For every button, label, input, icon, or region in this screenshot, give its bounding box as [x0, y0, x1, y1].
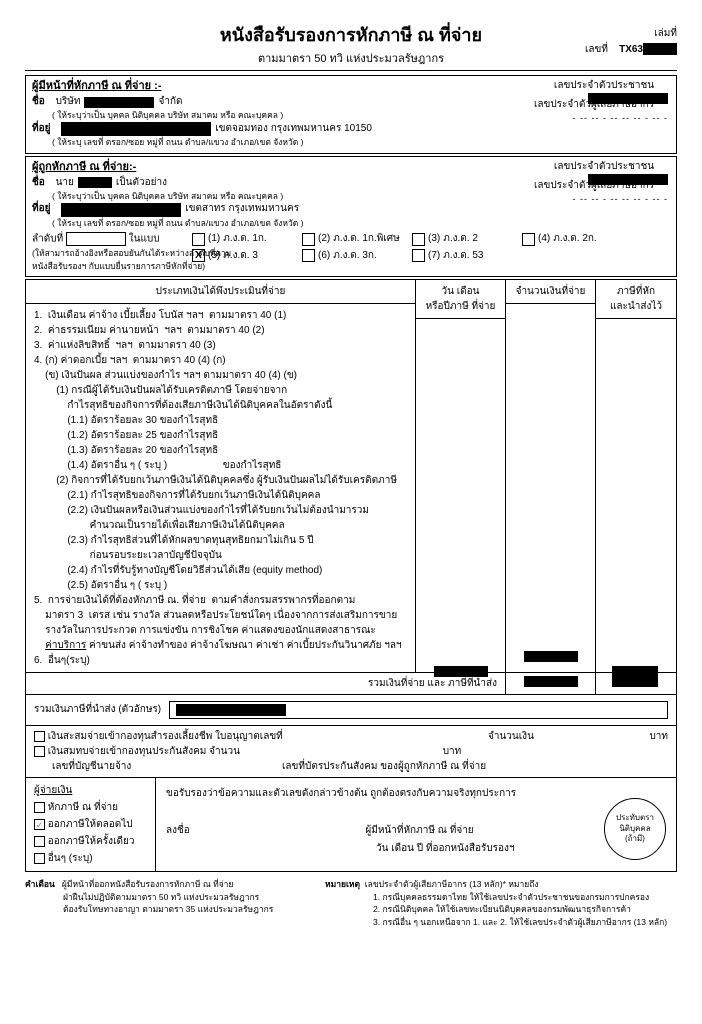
- form-opt-3[interactable]: (3) ภ.ง.ด. 2: [412, 232, 512, 247]
- form-opt-2[interactable]: (2) ภ.ง.ด. 1ก.พิเศษ: [302, 232, 402, 247]
- certification-section: ผู้จ่ายเงิน หักภาษี ณ ที่จ่าย ✓ ออกภาษีใ…: [25, 778, 677, 872]
- col-tax: ภาษีที่หัก และนำส่งไว้: [596, 280, 676, 319]
- income-lines: 1. เงินเดือน ค่าจ้าง เบี้ยเลี้ยง โบนัส ฯ…: [26, 304, 415, 672]
- form-opt-7[interactable]: (7) ภ.ง.ด. 53: [412, 249, 512, 264]
- page-title: หนังสือรับรองการหักภาษี ณ ที่จ่าย: [25, 20, 677, 49]
- withholding-tax-certificate: เล่มที่ เลขที่ TX63 หนังสือรับรองการหักภ…: [0, 0, 702, 949]
- form-opt-4[interactable]: (4) ภ.ง.ด. 2ก.: [522, 232, 622, 247]
- fund-section: เงินสะสมจ่ายเข้ากองทุนสำรองเลี้ยงชีพ ใบอ…: [25, 726, 677, 778]
- payer-options: ผู้จ่ายเงิน หักภาษี ณ ที่จ่าย ✓ ออกภาษีใ…: [26, 778, 156, 871]
- book-no: เล่มที่: [654, 26, 677, 41]
- words-row: รวมเงินภาษีที่นำส่ง (ตัวอักษร): [25, 695, 677, 726]
- form-opt-6[interactable]: (6) ภ.ง.ด. 3ก.: [302, 249, 402, 264]
- form-opt-5[interactable]: X(5) ภ.ง.ด. 3: [192, 249, 292, 264]
- payer-section: เลขประจำตัวประชาชน เลขประจำตัวผู้เสียภาษ…: [25, 75, 677, 154]
- form-opt-1[interactable]: (1) ภ.ง.ด. 1ก.: [192, 232, 292, 247]
- payer-citizen-id: เลขประจำตัวประชาชน: [554, 79, 668, 94]
- col-amount: จำนวนเงินที่จ่าย: [506, 280, 595, 304]
- footer-notes: คำเตือน ผู้มีหน้าที่ออกหนังสือรับรองการห…: [25, 878, 677, 929]
- payee-citizen-id: เลขประจำตัวประชาชน: [554, 160, 668, 175]
- payee-tax-id: เลขประจำตัวผู้เสียภาษีอากร - -- -- - -- …: [534, 179, 668, 194]
- order-number-box[interactable]: [66, 232, 126, 246]
- payer-tax-id: เลขประจำตัวผู้เสียภาษีอากร - -- -- - -- …: [534, 98, 668, 113]
- signature-area: ขอรับรองว่าข้อความและตัวเลขดังกล่าวข้างต…: [156, 778, 676, 871]
- header: เล่มที่ เลขที่ TX63 หนังสือรับรองการหักภ…: [25, 20, 677, 71]
- page-subtitle: ตามมาตรา 50 ทวิ แห่งประมวลรัษฎากร: [25, 49, 677, 71]
- stamp-circle: ประทับตรา นิติบุคคล (ถ้ามี): [604, 798, 666, 860]
- income-table: ประเภทเงินได้พึงประเมินที่จ่าย 1. เงินเด…: [25, 279, 677, 673]
- payee-section: เลขประจำตัวประชาชน เลขประจำตัวผู้เสียภาษ…: [25, 156, 677, 277]
- doc-no: เลขที่ TX63: [585, 42, 677, 57]
- col-date: วัน เดือน หรือปีภาษี ที่จ่าย: [416, 280, 505, 319]
- col-income-type: ประเภทเงินได้พึงประเมินที่จ่าย: [26, 280, 415, 304]
- total-row: รวมเงินที่จ่าย และ ภาษีที่นำส่ง: [25, 673, 677, 695]
